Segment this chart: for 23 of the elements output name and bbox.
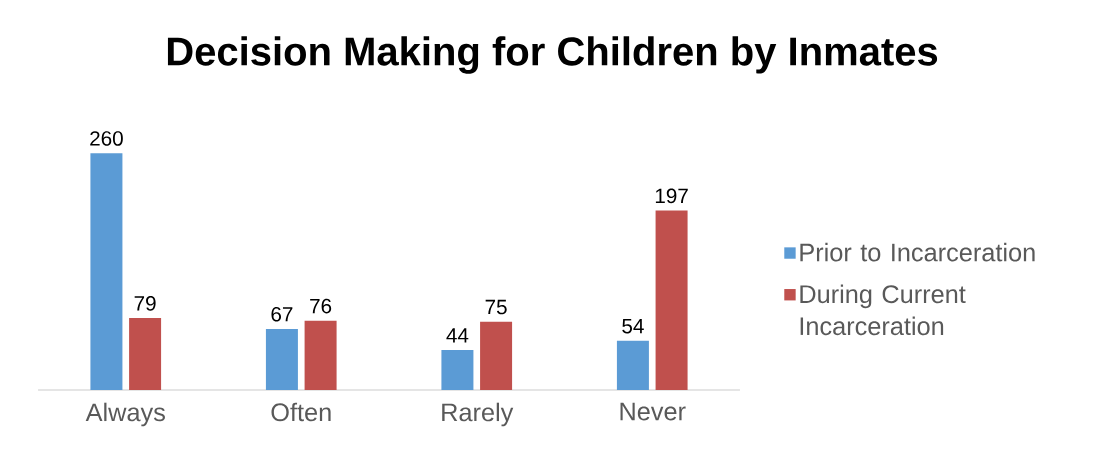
x-tick-label: Never — [620, 402, 686, 421]
data-label: 79 — [134, 296, 156, 311]
bar — [129, 318, 162, 390]
x-tick-label: Rarely — [442, 402, 514, 427]
data-label: 67 — [271, 306, 293, 322]
data-label: 54 — [622, 319, 644, 334]
bar — [655, 210, 688, 390]
bar — [90, 153, 123, 390]
bar — [304, 320, 337, 390]
bar — [265, 328, 298, 390]
bar — [441, 349, 474, 390]
x-tick-label: Often — [271, 402, 331, 422]
legend-label: Prior to Incarceration — [800, 242, 1035, 262]
data-label: 76 — [310, 298, 332, 314]
bar — [616, 340, 649, 390]
x-tick-label: Always — [85, 402, 165, 427]
data-label: 44 — [446, 328, 469, 343]
data-label: 197 — [655, 188, 688, 204]
legend-label: During Current Incarceration — [800, 284, 966, 336]
chart-title: Decision Making for Children by Inmates — [167, 36, 938, 74]
bar — [480, 321, 513, 390]
data-label: 260 — [90, 131, 123, 146]
data-label: 75 — [485, 299, 507, 315]
